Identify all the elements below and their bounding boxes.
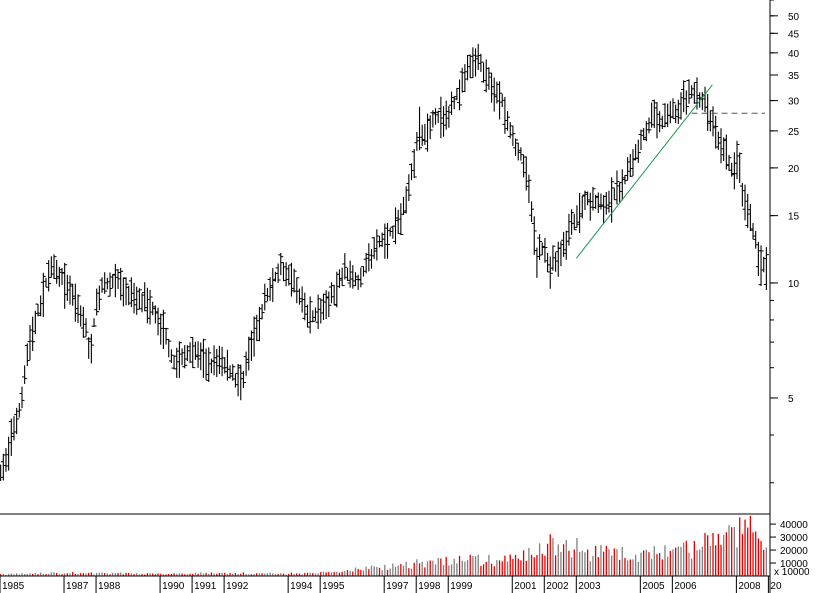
price-panel	[0, 43, 769, 481]
x-tick-label: 1990	[162, 581, 185, 592]
x-tick-label: 1994	[290, 581, 313, 592]
price-tick-label: 40	[788, 49, 800, 60]
x-tick-label: 2006	[674, 581, 697, 592]
volume-tick-label: 40000	[780, 520, 808, 531]
x-tick-label: 2003	[578, 581, 601, 592]
x-tick-label: 1988	[98, 581, 121, 592]
price-tick-label: 5	[788, 394, 794, 405]
price-tick-label: 30	[788, 97, 800, 108]
volume-tick-label: 20000	[780, 546, 808, 557]
trend-line	[575, 84, 713, 259]
x-tick-label: 1991	[194, 581, 217, 592]
price-tick-label: 20	[788, 164, 800, 175]
x-tick-label: 1997	[386, 581, 409, 592]
x-tick-label: 1998	[418, 581, 441, 592]
price-tick-label: 25	[788, 127, 800, 138]
x-tick-label: 2001	[514, 581, 537, 592]
x-tick-label: 2002	[546, 581, 569, 592]
x-tick-label: 2005	[642, 581, 665, 592]
x-tick-label: 2008	[738, 581, 761, 592]
price-tick-label: 45	[788, 29, 800, 40]
price-tick-label: 10	[788, 279, 800, 290]
x-tick-label: 1987	[66, 581, 89, 592]
price-tick-label: 35	[788, 71, 800, 82]
volume-tick-label: 10000	[780, 559, 808, 570]
volume-tick-label: 30000	[780, 533, 808, 544]
x-tick-label: 1985	[2, 581, 25, 592]
x-tick-label: 1992	[226, 581, 249, 592]
volume-unit-label: x 10000	[774, 567, 810, 578]
volume-panel	[0, 515, 768, 576]
price-tick-label: 50	[788, 12, 800, 23]
x-tick-label: 1999	[450, 581, 473, 592]
x-tick-label: 1995	[322, 581, 345, 592]
price-tick-label: 15	[788, 212, 800, 223]
x-tick-label: 20	[770, 581, 782, 592]
